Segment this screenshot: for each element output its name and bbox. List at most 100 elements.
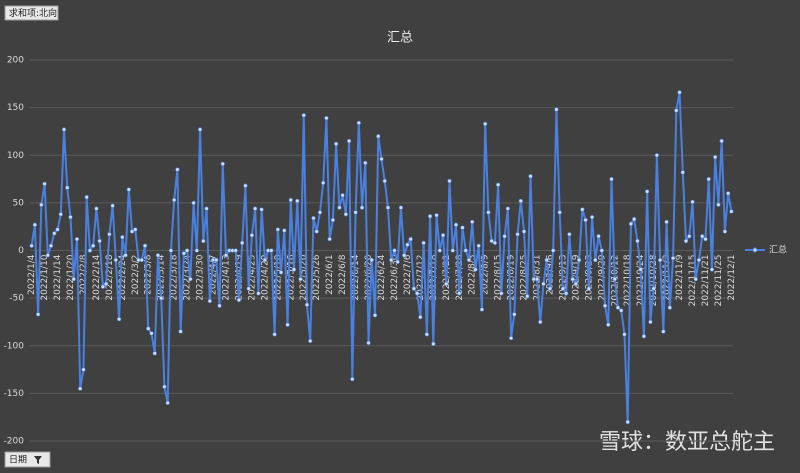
data-point xyxy=(447,178,452,184)
data-point xyxy=(632,216,637,222)
data-point xyxy=(120,235,125,240)
data-point xyxy=(586,286,591,291)
data-point xyxy=(181,251,186,256)
data-point xyxy=(278,270,284,275)
data-point xyxy=(713,155,718,160)
data-point xyxy=(61,127,67,132)
data-point xyxy=(217,303,222,308)
data-point xyxy=(220,161,225,166)
data-point xyxy=(272,332,277,337)
data-point xyxy=(304,302,310,307)
value-field-button[interactable] xyxy=(4,5,59,21)
data-point xyxy=(534,276,540,282)
data-point xyxy=(152,351,157,356)
data-point xyxy=(243,183,248,188)
data-point xyxy=(606,322,611,327)
data-point xyxy=(78,386,83,391)
data-point xyxy=(444,281,449,286)
data-point xyxy=(700,234,705,239)
y-tick-label: 200 xyxy=(7,56,24,66)
data-point xyxy=(622,332,627,337)
data-point xyxy=(473,267,478,272)
x-tick-label: 2022/4/25 xyxy=(247,254,257,300)
x-tick-label: 2022/1/4 xyxy=(27,254,37,295)
data-point xyxy=(35,312,41,317)
data-point xyxy=(246,286,251,291)
data-point xyxy=(159,296,164,301)
data-point xyxy=(502,234,507,239)
data-point xyxy=(223,253,229,258)
x-tick-label: 2022/2/24 xyxy=(118,254,128,300)
x-tick-label: 2022/2/18 xyxy=(105,254,115,300)
data-point xyxy=(479,307,485,312)
data-point xyxy=(207,298,212,304)
data-point xyxy=(372,313,378,318)
data-point xyxy=(295,198,300,204)
data-point xyxy=(674,108,679,113)
data-point xyxy=(521,229,527,234)
x-tick-label: 2022/3/8 xyxy=(144,254,154,295)
data-point xyxy=(359,205,365,210)
data-point xyxy=(74,236,80,242)
data-point xyxy=(541,281,546,286)
data-point xyxy=(499,291,504,296)
data-point xyxy=(363,160,368,165)
x-tick-label: 2022/1/14 xyxy=(53,254,63,300)
data-point xyxy=(408,236,413,242)
data-point xyxy=(476,243,481,248)
data-point xyxy=(696,257,702,263)
data-point xyxy=(690,199,695,205)
x-tick-label: 2022/3/24 xyxy=(183,254,193,300)
data-point xyxy=(369,257,374,263)
data-point xyxy=(97,238,102,244)
data-point xyxy=(518,198,523,204)
data-point xyxy=(486,210,491,215)
data-point xyxy=(240,240,245,245)
legend-label: 汇总 xyxy=(769,244,787,256)
data-point xyxy=(194,248,199,253)
data-point xyxy=(87,248,93,253)
data-point xyxy=(547,286,553,291)
x-tick-label: 2022/3/18 xyxy=(170,254,180,300)
y-tick-label: -200 xyxy=(4,437,25,447)
x-tick-label: 2022/6/1 xyxy=(325,255,335,295)
data-point xyxy=(282,228,287,233)
x-tick-label: 2022/9/29 xyxy=(597,254,607,300)
data-point xyxy=(68,215,73,220)
data-point xyxy=(431,341,436,346)
data-point xyxy=(285,322,290,327)
data-point xyxy=(236,297,242,303)
data-point xyxy=(658,257,663,263)
data-point xyxy=(185,248,190,253)
x-tick-label: 2022/8/25 xyxy=(520,255,530,301)
data-point xyxy=(496,182,501,187)
x-tick-label: 2022/12/1 xyxy=(727,255,737,301)
data-point xyxy=(670,256,676,261)
data-point xyxy=(583,217,588,223)
data-point xyxy=(512,312,517,317)
data-point xyxy=(703,236,708,242)
x-tick-label: 2022/8/9 xyxy=(481,254,491,295)
data-point xyxy=(269,248,274,253)
data-point xyxy=(567,232,572,237)
data-point xyxy=(538,319,543,325)
data-point xyxy=(450,248,455,253)
data-point xyxy=(628,221,634,226)
data-point xyxy=(162,384,167,389)
data-point xyxy=(214,257,219,263)
data-point xyxy=(515,232,520,237)
data-point xyxy=(667,305,672,310)
data-point xyxy=(557,210,562,215)
data-point xyxy=(677,90,682,95)
data-point xyxy=(133,227,138,232)
data-point xyxy=(29,243,34,248)
data-point xyxy=(253,206,258,211)
data-point xyxy=(116,316,122,322)
data-point xyxy=(554,107,559,112)
data-point xyxy=(327,236,332,242)
x-tick-label: 2022/5/20 xyxy=(299,254,309,300)
data-point xyxy=(402,253,407,258)
x-tick-label: 2022/11/25 xyxy=(714,255,724,307)
data-point xyxy=(437,248,442,253)
